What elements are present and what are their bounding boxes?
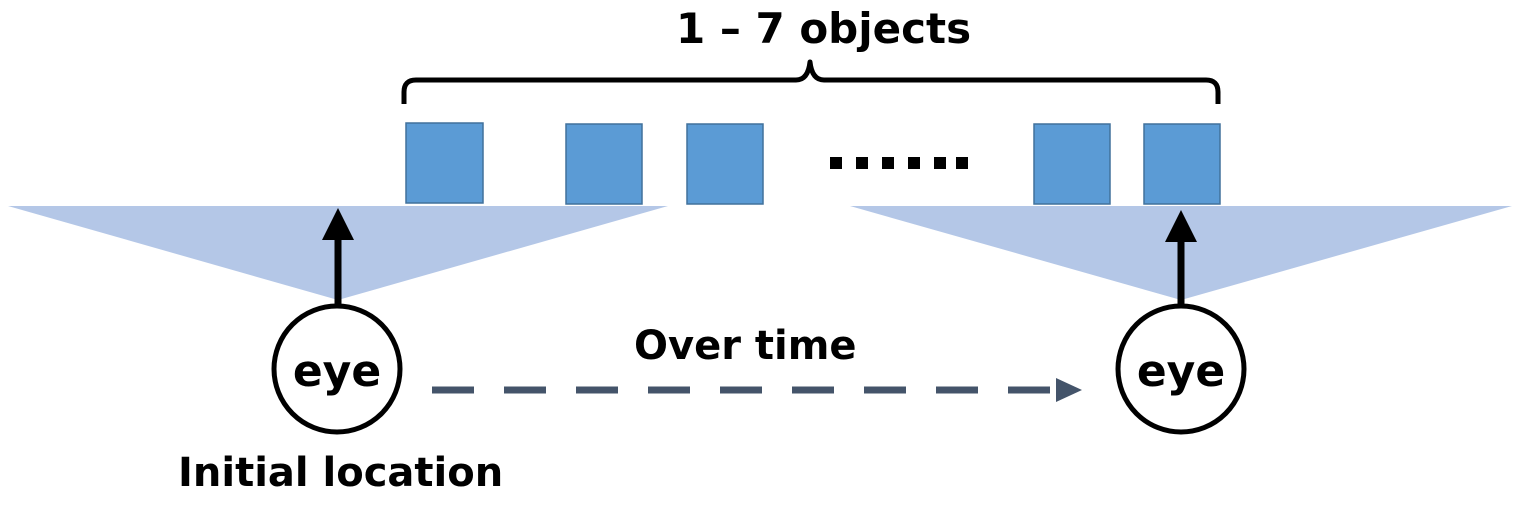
over-time-arrow <box>432 378 1082 402</box>
object-square <box>686 123 764 205</box>
objects-brace <box>401 59 1221 104</box>
objects-count-title: 1 – 7 objects <box>676 4 972 53</box>
left-gaze-arrow <box>322 208 354 306</box>
object-square <box>405 122 484 204</box>
over-time-label: Over time <box>634 323 857 369</box>
object-square <box>1033 123 1111 205</box>
initial-location-label: Initial location <box>178 450 504 496</box>
right-eye-label: eye <box>1137 346 1225 397</box>
left-eye-label: eye <box>293 346 381 397</box>
ellipsis-dots <box>830 157 968 169</box>
left-eye-circle <box>271 303 403 435</box>
right-eye-circle <box>1115 303 1247 435</box>
object-square <box>1143 123 1221 205</box>
right-gaze-arrow <box>1165 210 1197 306</box>
object-square <box>565 123 643 205</box>
